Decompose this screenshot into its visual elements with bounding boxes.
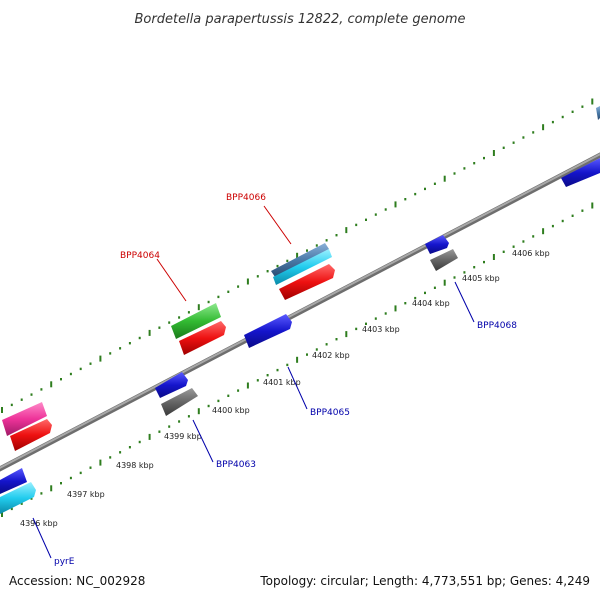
cds-arrow[interactable]: [2, 402, 47, 436]
leader-line: [263, 205, 292, 245]
genome-backbone-highlight: [0, 153, 600, 469]
cds-arrow[interactable]: [596, 106, 600, 120]
gene-label-bpp4063[interactable]: BPP4063: [216, 460, 256, 470]
gene-label-bpp4068[interactable]: BPP4068: [477, 321, 517, 331]
scale-label: 4396 kbp: [20, 519, 58, 528]
cds-arrow[interactable]: [171, 303, 221, 339]
topology-text: Topology: circular; Length: 4,773,551 bp…: [260, 574, 590, 588]
leader-line: [454, 281, 475, 323]
cds-arrow[interactable]: [0, 482, 36, 514]
cds-arrow[interactable]: [155, 372, 188, 398]
reverse-cds-features: [0, 106, 600, 514]
map-title: Bordetella parapertussis 12822, complete…: [135, 12, 466, 27]
gene-label-bpp4066[interactable]: BPP4066: [226, 193, 266, 203]
cds-arrow[interactable]: [244, 314, 292, 348]
gene-labels: BPP4066 BPP4064 BPP4068 BPP4065 BPP4063 …: [54, 193, 517, 567]
cds-arrow[interactable]: [279, 264, 335, 300]
scale-label: 4405 kbp: [462, 274, 500, 283]
cds-arrow[interactable]: [161, 388, 198, 416]
leader-line: [32, 517, 52, 559]
forward-cds-features: [2, 243, 335, 451]
gene-label-bpp4064[interactable]: BPP4064: [120, 251, 160, 261]
cds-arrow[interactable]: [273, 249, 332, 285]
cds-arrow[interactable]: [561, 158, 600, 187]
cds-arrow[interactable]: [425, 235, 449, 254]
scale-label: 4397 kbp: [67, 490, 105, 499]
scale-label: 4402 kbp: [312, 351, 350, 360]
reverse-tick-track: [1, 202, 594, 517]
gene-label-bpp4065[interactable]: BPP4065: [310, 408, 350, 418]
scale-label: 4400 kbp: [212, 406, 250, 415]
cds-arrow[interactable]: [430, 249, 458, 271]
gene-label-leaders: [32, 205, 475, 559]
cds-arrow[interactable]: [0, 468, 27, 494]
leader-line: [156, 258, 187, 302]
scale-label: 4403 kbp: [362, 325, 400, 334]
scale-labels: 4396 kbp 4397 kbp 4398 kbp 4399 kbp 4400…: [20, 249, 550, 528]
scale-label: 4398 kbp: [116, 461, 154, 470]
cds-arrow[interactable]: [271, 243, 329, 277]
scale-label: 4401 kbp: [263, 378, 301, 387]
leader-line: [192, 419, 214, 463]
leader-line: [287, 366, 308, 410]
scale-label: 4406 kbp: [512, 249, 550, 258]
scale-label: 4399 kbp: [164, 432, 202, 441]
forward-tick-track: [1, 98, 594, 413]
scale-label: 4404 kbp: [412, 299, 450, 308]
cds-arrow[interactable]: [179, 321, 226, 355]
gene-label-pyre[interactable]: pyrE: [54, 557, 75, 567]
cds-arrow[interactable]: [10, 419, 52, 451]
accession-text: Accession: NC_002928: [9, 574, 146, 588]
